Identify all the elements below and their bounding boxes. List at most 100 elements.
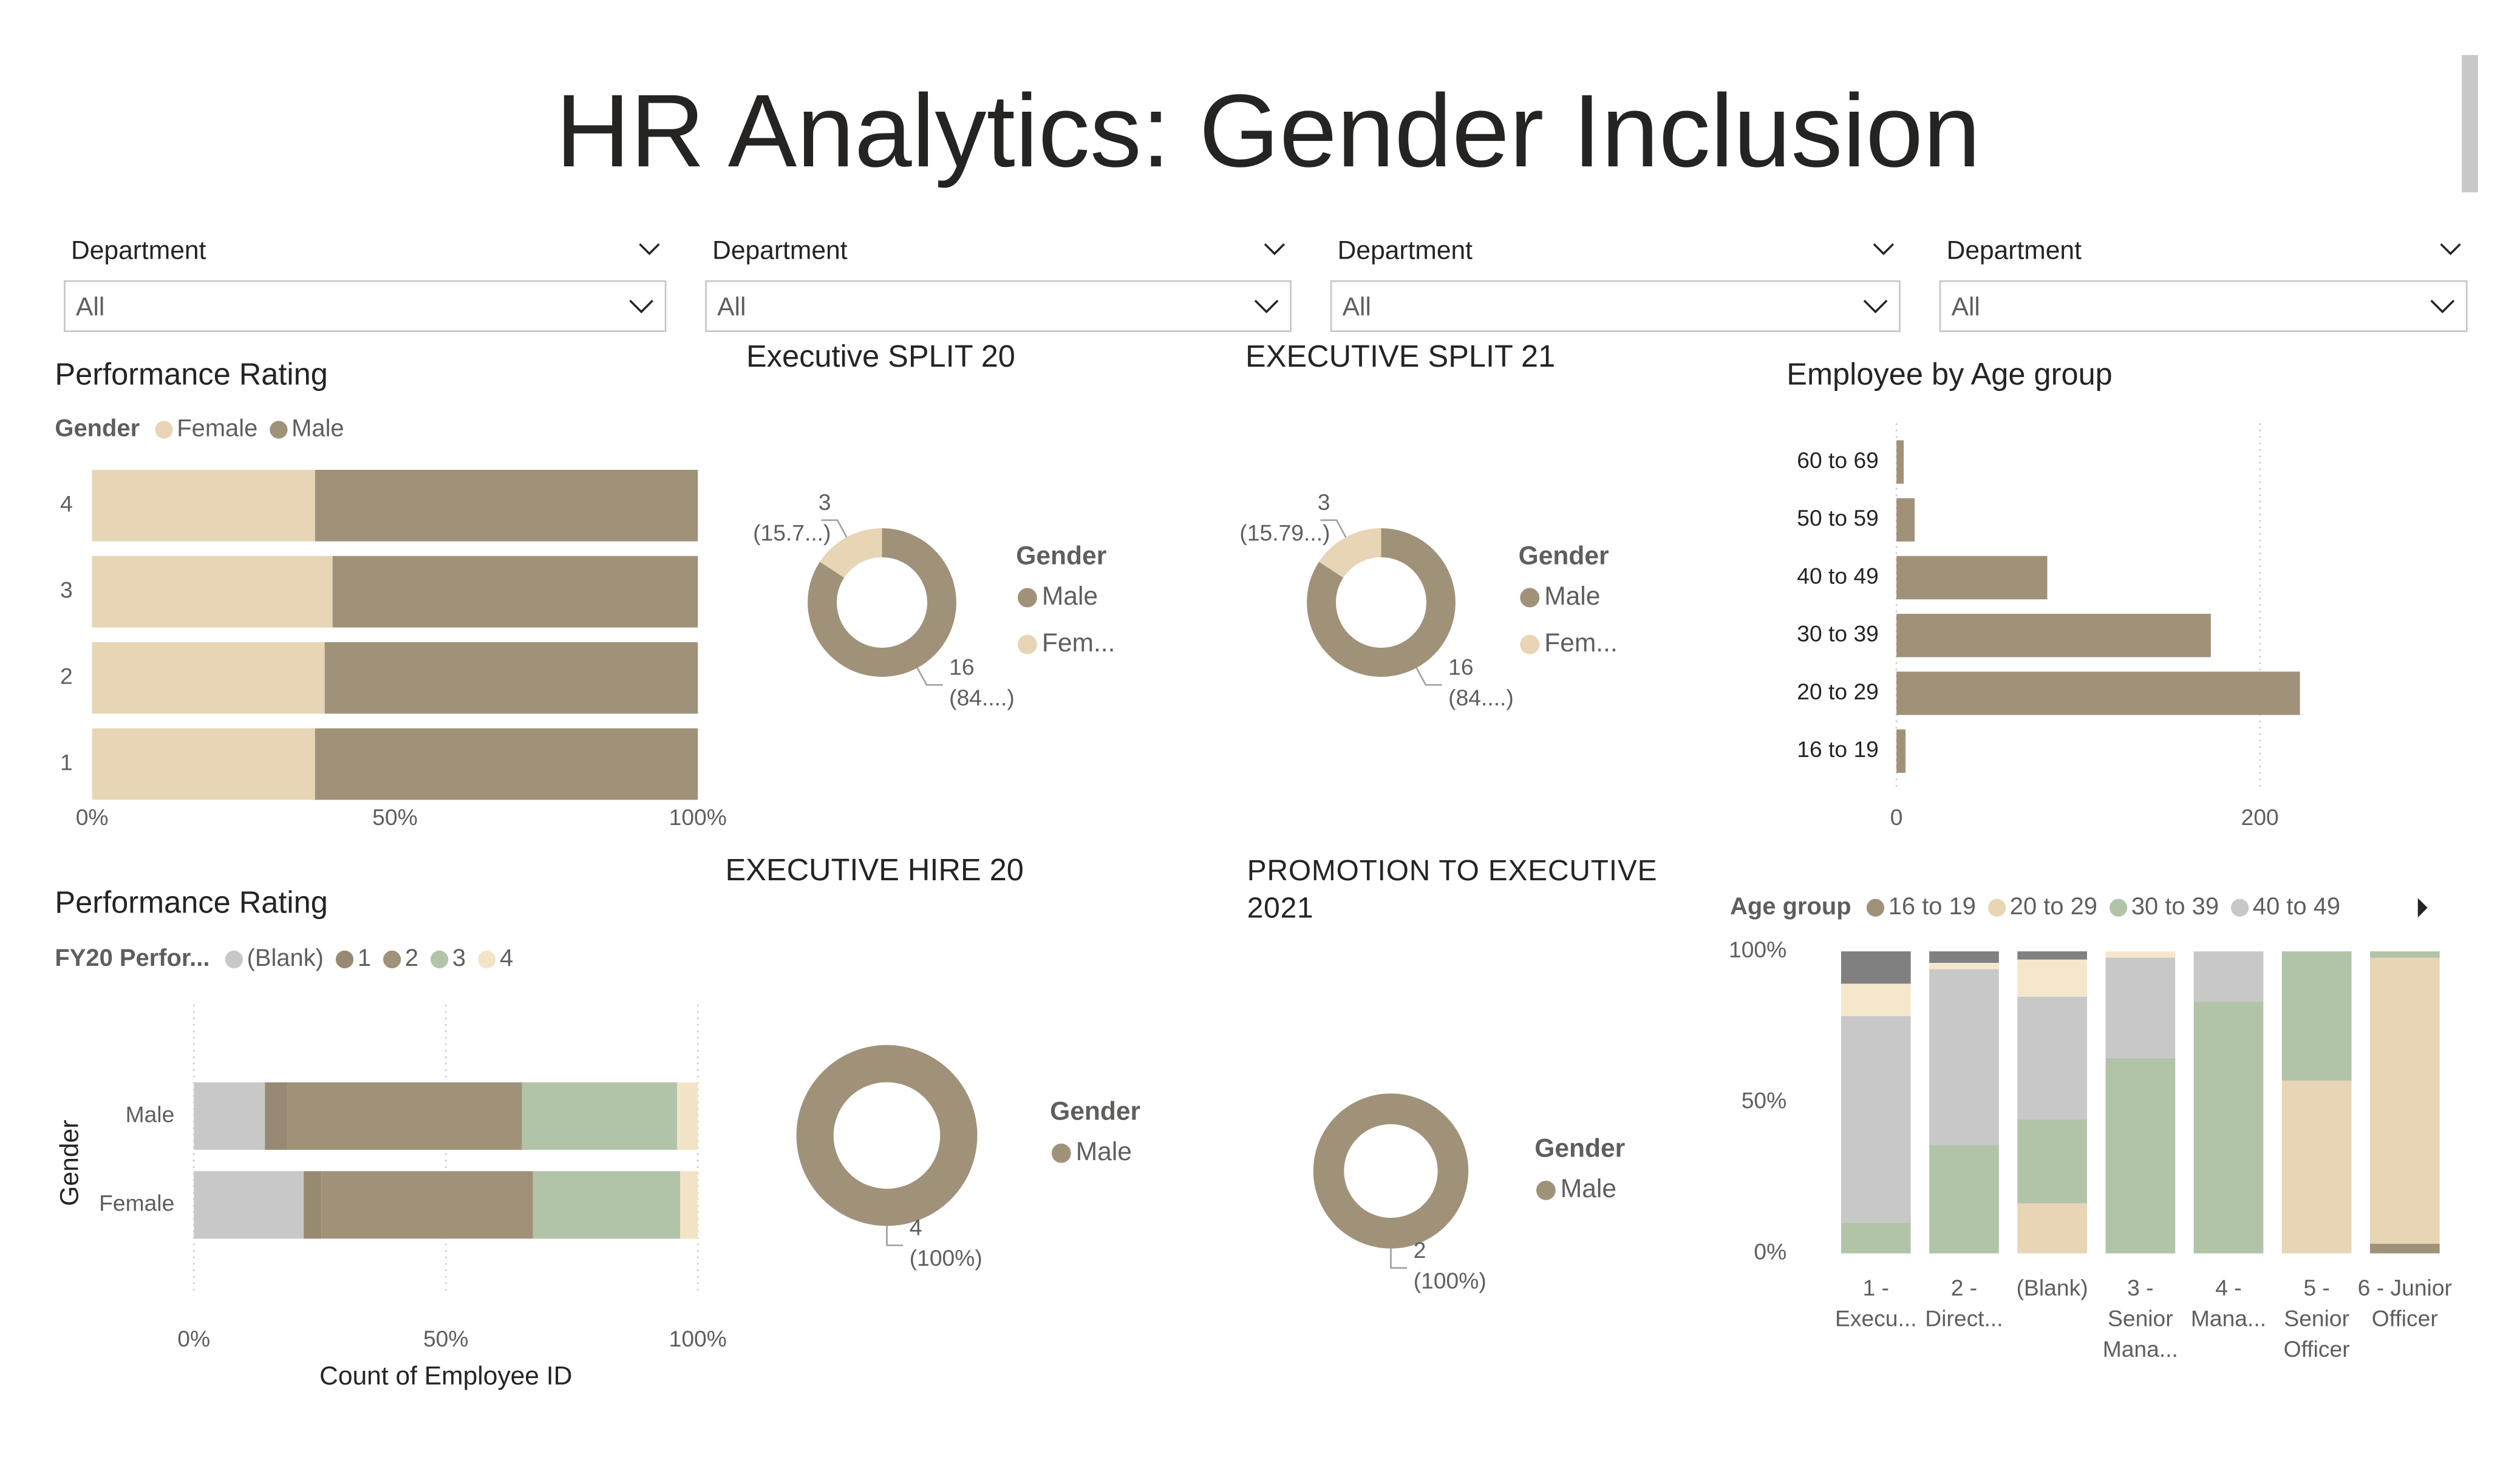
- column-segment: [1841, 951, 1911, 984]
- legend-marker: [1017, 588, 1037, 608]
- legend-marker: [1987, 898, 2006, 917]
- legend-label: 1: [358, 945, 371, 971]
- bar-segment: [92, 642, 325, 714]
- y-tick-label: 16 to 19: [1797, 736, 1879, 762]
- data-label-percent: (84....): [1448, 685, 1514, 710]
- page-title: HR Analytics: Gender Inclusion: [556, 73, 1981, 189]
- legend-marker: [1536, 1180, 1556, 1200]
- column-segment: [2017, 951, 2088, 960]
- bar-segment: [321, 1171, 533, 1239]
- x-tick-label: 3 - Senior Mana...: [2102, 1274, 2178, 1362]
- column-segment: [2193, 951, 2264, 1002]
- legend-title: Gender: [1050, 1096, 1140, 1126]
- slicer-value: All: [1952, 293, 1980, 322]
- chart-title: Employee by Age group: [1786, 356, 2113, 391]
- y-tick-label: 2: [60, 664, 73, 689]
- column-segment: [2370, 951, 2440, 958]
- leader-line: [821, 519, 848, 538]
- slicer-dropdown[interactable]: [1939, 280, 2468, 332]
- bar-segment: [194, 1082, 265, 1150]
- x-tick-label: 6 - Junior Officer: [2357, 1274, 2452, 1331]
- y-tick-label: 3: [60, 577, 73, 603]
- bar-segment: [332, 555, 698, 628]
- slicer-dropdown[interactable]: [1330, 280, 1901, 332]
- y-tick-label: 0%: [1754, 1238, 1786, 1264]
- x-tick-label: 5 - Senior Officer: [2283, 1274, 2350, 1362]
- column-segment: [1841, 1222, 1911, 1254]
- legend-more-arrow[interactable]: [2417, 898, 2428, 918]
- slicer-header-chevron[interactable]: [2440, 243, 2461, 256]
- bar: [1896, 671, 2300, 715]
- legend-label: Male: [1076, 1137, 1132, 1166]
- legend-title: Gender: [55, 415, 140, 441]
- slicer-dropdown[interactable]: [64, 280, 667, 332]
- column-segment: [1841, 1016, 1911, 1223]
- slicer-chevron[interactable]: [1254, 299, 1279, 314]
- column-segment: [1929, 951, 1999, 963]
- scrollbar[interactable]: [2462, 55, 2478, 192]
- x-tick-label: 100%: [669, 804, 727, 830]
- legend-marker: [270, 421, 288, 439]
- x-tick-label: 0%: [76, 804, 109, 830]
- bar-segment: [315, 469, 698, 542]
- column-segment: [2281, 1081, 2352, 1254]
- legend-marker: [1866, 898, 1885, 917]
- legend-marker: [383, 950, 401, 969]
- bar-segment: [92, 555, 333, 628]
- legend-label: Male: [1561, 1174, 1616, 1203]
- y-tick-label: 4: [60, 491, 73, 517]
- data-label-percent: (15.7...): [753, 520, 831, 546]
- legend-marker: [431, 950, 449, 969]
- chart-title: EXECUTIVE HIRE 20: [725, 852, 1023, 887]
- x-tick-label: 0: [1890, 804, 1903, 830]
- legend-marker: [1520, 588, 1540, 608]
- x-tick-label-box: 1 - Execu...: [1835, 1274, 1917, 1331]
- leader-line: [1390, 1248, 1408, 1269]
- bar-segment: [194, 1171, 304, 1239]
- column-segment: [2281, 951, 2352, 1081]
- column-segment: [2017, 996, 2088, 1119]
- leader-line: [916, 667, 943, 686]
- y-tick-label: Male: [126, 1101, 175, 1127]
- slicer-label: Department: [71, 236, 206, 265]
- chart-title: PROMOTION TO EXECUTIVE 2021: [1247, 854, 1658, 924]
- leader-line: [1320, 519, 1347, 538]
- y-tick-label: Female: [99, 1190, 174, 1216]
- legend-label: Fem...: [1042, 628, 1115, 657]
- slicer-header-chevron[interactable]: [1264, 243, 1286, 256]
- legend-marker: [1520, 634, 1540, 654]
- data-label: 2: [1414, 1237, 1426, 1263]
- slicer-label: Department: [1338, 236, 1473, 265]
- slicer-header-chevron[interactable]: [1873, 243, 1895, 256]
- legend-label: 40 to 49: [2253, 893, 2340, 920]
- donut-slice: [796, 1045, 978, 1226]
- legend-marker: [2231, 898, 2249, 917]
- x-tick-label-box: 2 - Direct...: [1925, 1274, 2003, 1331]
- legend-marker: [155, 421, 173, 439]
- x-tick-label-box: 6 - Junior Officer: [2357, 1274, 2452, 1331]
- legend-marker: [1017, 634, 1037, 654]
- bar: [1896, 498, 1915, 542]
- legend-label: 20 to 29: [2010, 893, 2097, 920]
- y-tick-label: 20 to 29: [1797, 679, 1879, 704]
- donut-slice: [1307, 528, 1456, 677]
- slicer-label: Department: [1947, 236, 2082, 265]
- legend-title: Gender: [1016, 541, 1106, 570]
- column-segment: [2105, 957, 2176, 1058]
- x-tick-label: 4 - Mana...: [2190, 1274, 2267, 1331]
- donut-slice: [1313, 1093, 1469, 1249]
- slicer-chevron[interactable]: [2430, 299, 2455, 314]
- chart-title: EXECUTIVE SPLIT 21: [1245, 339, 1555, 373]
- slicer-header-chevron[interactable]: [639, 243, 660, 256]
- x-tick-label: (Blank): [2016, 1274, 2088, 1300]
- data-label-percent: (84....): [949, 685, 1015, 710]
- slicer-chevron[interactable]: [629, 299, 653, 314]
- legend-label: Male: [1042, 582, 1098, 611]
- slicer-chevron[interactable]: [1863, 299, 1888, 314]
- data-label-percent: (100%): [1414, 1268, 1486, 1293]
- slicer-dropdown[interactable]: [705, 280, 1292, 332]
- column-segment: [2105, 1058, 2176, 1254]
- bar: [1896, 614, 2211, 657]
- bar-segment: [265, 1082, 288, 1150]
- bar: [1896, 729, 1906, 773]
